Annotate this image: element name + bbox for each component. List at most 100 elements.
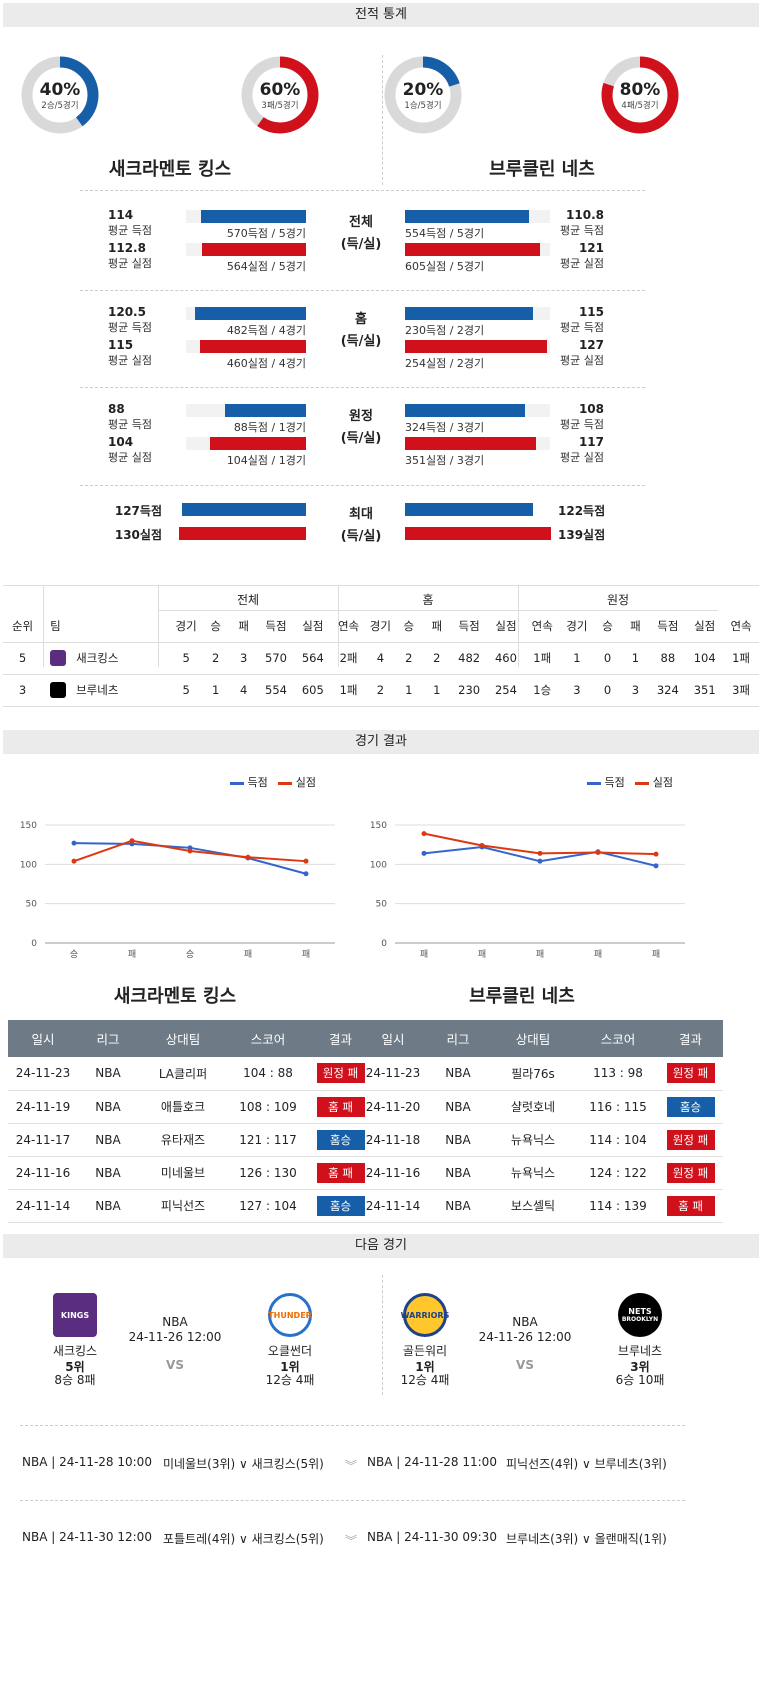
results-col-header: 스코어 bbox=[228, 1020, 308, 1057]
team-logo-kings-icon: KINGS bbox=[53, 1293, 97, 1337]
nets-logo-icon bbox=[50, 682, 67, 699]
next-team-name: 브루네츠 bbox=[617, 1344, 663, 1358]
donut-chart bbox=[21, 56, 99, 134]
next-team-name: 오클썬더 bbox=[267, 1344, 313, 1358]
table-row: 5 새크킹스 5 2 3 570 564 2패 4 2 2 482 460 1패 1 0 1 88 104 1패 bbox=[3, 642, 759, 675]
stat-group-label: 최대 bbox=[349, 507, 373, 522]
result-opp: 뉴욕닉스 bbox=[488, 1156, 578, 1190]
result-date: 24-11-23 bbox=[8, 1057, 78, 1091]
results-col-header: 일시 bbox=[8, 1020, 78, 1057]
legend-swatch-score bbox=[230, 781, 244, 785]
result-date: 24-11-14 bbox=[8, 1189, 78, 1223]
standings-cell: 0 bbox=[593, 642, 622, 675]
standings-cell: 5 bbox=[170, 642, 202, 675]
standings-cell: 2 bbox=[394, 642, 423, 675]
stat-label: 평균 실점 bbox=[108, 451, 152, 464]
data-point bbox=[421, 850, 427, 856]
logo-text: NETS bbox=[628, 1307, 652, 1316]
stat-group-label: 홈 bbox=[355, 312, 367, 327]
result-league: NBA bbox=[428, 1090, 488, 1124]
table-row: 24-11-18 NBA 뉴욕닉스 114 : 104 원정 패 bbox=[358, 1123, 723, 1157]
donut-chart bbox=[384, 56, 462, 134]
standings-cell: 2 bbox=[422, 642, 451, 675]
donut-sub: 1승/5경기 bbox=[404, 101, 442, 111]
data-point bbox=[595, 850, 601, 856]
standings-col-header: 패 bbox=[422, 610, 451, 643]
standings-col-header: 승 bbox=[593, 610, 622, 643]
divider bbox=[382, 55, 383, 185]
stat-label: 평균 득점 bbox=[108, 321, 152, 334]
divider bbox=[80, 290, 645, 291]
result-cell: 홈 패 bbox=[658, 1189, 723, 1223]
result-cell: 원정 패 bbox=[658, 1057, 723, 1091]
standings-cell: 1 bbox=[422, 674, 451, 707]
standings-col-header: 실점 bbox=[294, 610, 332, 643]
x-tick-label: 승 bbox=[70, 949, 78, 960]
standings-cell: 0 bbox=[593, 674, 622, 707]
standings-cell: 324 bbox=[649, 674, 687, 707]
stat-bar bbox=[200, 340, 306, 353]
donut-sub: 2승/5경기 bbox=[41, 101, 79, 111]
standings-cell: 1 bbox=[621, 642, 650, 675]
y-tick-label: 0 bbox=[381, 939, 387, 949]
standings-cell: 4 bbox=[229, 674, 258, 707]
x-tick-label: 패 bbox=[302, 949, 310, 960]
stat-group-sublabel: (득/실) bbox=[340, 237, 382, 252]
divider bbox=[382, 1275, 383, 1395]
logo-text: WARRIORS bbox=[400, 1310, 450, 1320]
result-badge: 원정 패 bbox=[666, 1063, 715, 1084]
result-score: 116 : 115 bbox=[578, 1090, 658, 1124]
donut-chart bbox=[601, 56, 679, 134]
standings-col-header: 경기 bbox=[365, 610, 395, 643]
stat-label: 평균 실점 bbox=[560, 354, 604, 367]
result-score: 113 : 98 bbox=[578, 1057, 658, 1091]
standings-cell: 1 bbox=[560, 642, 594, 675]
standings-cell: 1패 bbox=[331, 674, 366, 707]
result-opp: 유타재즈 bbox=[138, 1123, 228, 1157]
table-row: 24-11-14 NBA 피닉선즈 127 : 104 홈승 bbox=[8, 1189, 373, 1223]
vs-label: VS bbox=[166, 1358, 184, 1372]
logo-text: KINGS bbox=[60, 1310, 90, 1320]
next-team-rank: 1위 bbox=[280, 1360, 300, 1374]
results-header-row: 일시 리그 상대팀 스코어 결과 bbox=[8, 1020, 373, 1057]
result-score: 104 : 88 bbox=[228, 1057, 308, 1091]
stat-group-sublabel: (득/실) bbox=[340, 334, 382, 349]
result-date: 24-11-16 bbox=[8, 1156, 78, 1190]
result-badge: 원정 패 bbox=[666, 1129, 715, 1150]
x-tick-label: 패 bbox=[536, 949, 544, 960]
table-row: 24-11-16 NBA 뉴욕닉스 124 : 122 원정 패 bbox=[358, 1156, 723, 1190]
divider bbox=[20, 1500, 685, 1501]
result-date: 24-11-23 bbox=[358, 1057, 428, 1091]
stat-bar bbox=[405, 404, 525, 417]
stat-bar bbox=[225, 404, 306, 417]
chart-legend: 득점 실점 bbox=[587, 774, 707, 790]
data-point bbox=[421, 831, 427, 837]
result-league: NBA bbox=[428, 1123, 488, 1157]
stat-bar-text: 460실점 / 4경기 bbox=[226, 357, 306, 370]
stat-label: 평균 실점 bbox=[108, 354, 152, 367]
stat-bar bbox=[405, 527, 551, 540]
section-title-stats: 전적 통계 bbox=[3, 3, 759, 27]
standings-cell: 254 bbox=[487, 674, 525, 707]
results-col-header: 리그 bbox=[428, 1020, 488, 1057]
stat-number: 139실점 bbox=[558, 528, 606, 542]
table-row: 3 브루네츠 5 1 4 554 605 1패 2 1 1 230 254 1승 3 0 3 324 351 3패 bbox=[3, 674, 759, 707]
x-tick-label: 승 bbox=[186, 949, 194, 960]
stat-group-label: 원정 bbox=[349, 409, 373, 424]
next-league: NBA bbox=[162, 1315, 188, 1329]
data-point bbox=[303, 858, 309, 864]
upcoming-info: NBA | 24-11-30 09:30 bbox=[367, 1530, 497, 1544]
data-point bbox=[245, 854, 251, 860]
data-point bbox=[303, 871, 309, 877]
divider bbox=[80, 190, 645, 191]
x-tick-label: 패 bbox=[594, 949, 602, 960]
divider bbox=[80, 387, 645, 388]
stat-bar bbox=[202, 243, 306, 256]
result-opp: 뉴욕닉스 bbox=[488, 1123, 578, 1157]
stat-number: 115 bbox=[108, 338, 134, 352]
standings-col-header: 경기 bbox=[170, 610, 202, 643]
result-score: 124 : 122 bbox=[578, 1156, 658, 1190]
standings-cell: 1승 bbox=[524, 674, 561, 707]
stat-number: 108 bbox=[578, 402, 604, 416]
divider bbox=[20, 1425, 685, 1426]
